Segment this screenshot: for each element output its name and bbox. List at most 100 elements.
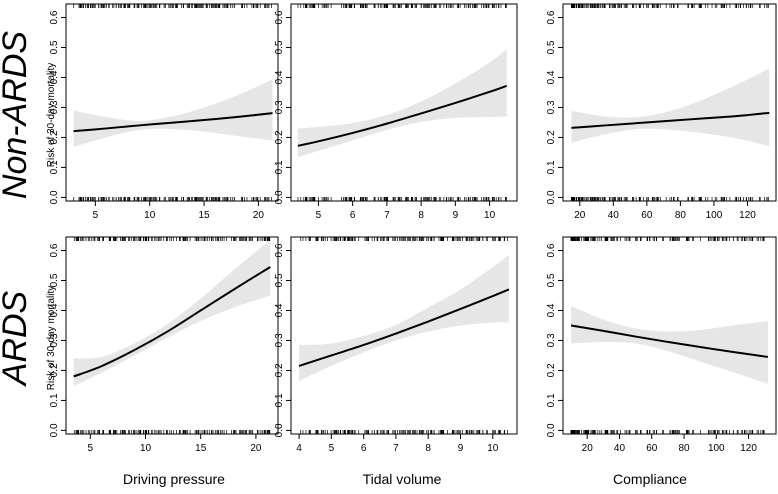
y-tick-label: 0.5: [274, 273, 285, 287]
y-tick-label: 0.3: [274, 100, 285, 114]
x-tick-label: 6: [350, 210, 356, 221]
panel-frame: [562, 3, 777, 202]
panel-5: 0.0 0.1 0.2 0.3 0.4 0.5 0.6 20 40 60 80 100 120: [546, 236, 777, 454]
y-tick-label: 0.3: [546, 333, 557, 347]
y-tick-label: 0.2: [274, 130, 285, 144]
x-tick-label: 5: [329, 443, 335, 454]
fitted-line: [73, 112, 273, 133]
x-tick-label: 7: [384, 210, 390, 221]
y-tick-label: 0.4: [274, 70, 285, 84]
panel-frame: [65, 236, 279, 435]
x-tick-label: 10: [484, 210, 496, 221]
row-label-non-ards: Non-ARDS: [0, 31, 34, 199]
confidence-band: [299, 254, 509, 381]
panel-frame: [65, 3, 279, 202]
y-tick-label: 0.4: [49, 70, 60, 84]
rug-marks: [300, 237, 508, 434]
rug-marks: [570, 237, 765, 434]
y-tick-label: 0.0: [546, 190, 557, 204]
y-tick-label: 0.1: [49, 393, 60, 407]
x-tick-label: 20: [253, 210, 265, 221]
fitted-line: [570, 324, 769, 358]
y-tick-label: 0.0: [274, 423, 285, 437]
y-tick-label: 0.3: [49, 333, 60, 347]
y-axis-label-top: Risk of 30-day mortality: [46, 63, 57, 167]
y-tick-label: 0.4: [546, 70, 557, 84]
rug-marks: [297, 4, 507, 201]
y-tick-label: 0.2: [274, 363, 285, 377]
panel-frame: [290, 236, 518, 435]
y-tick-label: 0.3: [49, 100, 60, 114]
y-tick-label: 0.5: [274, 40, 285, 54]
x-tick-label: 5: [93, 210, 99, 221]
y-tick-label: 0.6: [274, 243, 285, 257]
y-tick-label: 0.6: [49, 10, 60, 24]
y-tick-label: 0.6: [546, 10, 557, 24]
x-axis-label-driving-pressure: Driving pressure: [123, 471, 225, 487]
y-tick-label: 0.3: [274, 333, 285, 347]
y-tick-label: 0.0: [49, 423, 60, 437]
y-tick-label: 0.0: [49, 190, 60, 204]
x-tick-label: 10: [144, 210, 156, 221]
rug-marks: [571, 4, 769, 201]
y-tick-label: 0.4: [49, 303, 60, 317]
y-tick-label: 0.6: [546, 243, 557, 257]
y-tick-label: 0.1: [546, 160, 557, 174]
y-tick-label: 0.4: [274, 303, 285, 317]
x-tick-label: 60: [646, 443, 658, 454]
y-tick-label: 0.1: [274, 160, 285, 174]
fitted-line: [571, 111, 770, 129]
rug-marks: [73, 237, 271, 434]
rug-marks: [73, 4, 272, 201]
x-tick-label: 40: [614, 443, 626, 454]
x-tick-label: 9: [458, 443, 464, 454]
x-tick-label: 20: [574, 210, 586, 221]
x-tick-label: 6: [361, 443, 367, 454]
x-axis-label-compliance: Compliance: [613, 471, 687, 487]
panel-0: 0.0 0.1 0.2 0.3 0.4 0.5 0.6 5 10 15 20: [49, 3, 279, 221]
confidence-band: [73, 79, 273, 148]
fitted-line: [73, 266, 271, 378]
panel-frame: [562, 236, 777, 435]
y-tick-label: 0.2: [546, 363, 557, 377]
y-tick-label: 0.0: [274, 190, 285, 204]
x-tick-label: 15: [195, 443, 207, 454]
panel-2: 0.0 0.1 0.2 0.3 0.4 0.5 0.6 20 40 60 80 100 120: [546, 3, 777, 221]
x-tick-label: 120: [740, 443, 757, 454]
y-tick-label: 0.4: [546, 303, 557, 317]
x-tick-label: 20: [582, 443, 594, 454]
y-tick-label: 0.6: [274, 10, 285, 24]
x-tick-label: 15: [199, 210, 211, 221]
y-tick-label: 0.1: [546, 393, 557, 407]
fitted-line: [298, 288, 510, 367]
y-tick-label: 0.1: [49, 160, 60, 174]
y-tick-label: 0.5: [49, 273, 60, 287]
confidence-band: [571, 68, 770, 147]
y-tick-label: 0.0: [546, 423, 557, 437]
x-tick-label: 8: [418, 210, 424, 221]
x-tick-label: 40: [608, 210, 620, 221]
x-tick-label: 8: [425, 443, 431, 454]
x-tick-label: 7: [393, 443, 399, 454]
x-axis-label-tidal-volume: Tidal volume: [363, 471, 442, 487]
confidence-band: [297, 48, 507, 157]
y-axis-label-bottom: Risk of 30-day mortality: [46, 286, 57, 390]
panel-1: 0.0 0.1 0.2 0.3 0.4 0.5 0.6 5 6 7 8 9 10: [274, 3, 518, 221]
x-tick-label: 80: [678, 443, 690, 454]
x-tick-label: 80: [675, 210, 687, 221]
y-tick-label: 0.5: [49, 40, 60, 54]
x-tick-label: 20: [250, 443, 262, 454]
x-tick-label: 10: [487, 443, 499, 454]
y-tick-label: 0.6: [49, 243, 60, 257]
panel-4: 0.0 0.1 0.2 0.3 0.4 0.5 0.6 4 5 6 7 8 9 10: [274, 236, 518, 454]
y-tick-label: 0.5: [546, 40, 557, 54]
panel-3: 0.0 0.1 0.2 0.3 0.4 0.5 0.6 5 10 15 20: [49, 236, 279, 454]
x-tick-label: 100: [708, 443, 725, 454]
x-tick-label: 60: [641, 210, 653, 221]
x-tick-label: 100: [706, 210, 723, 221]
x-tick-label: 5: [88, 443, 94, 454]
y-tick-label: 0.5: [546, 273, 557, 287]
fitted-line: [297, 84, 508, 147]
